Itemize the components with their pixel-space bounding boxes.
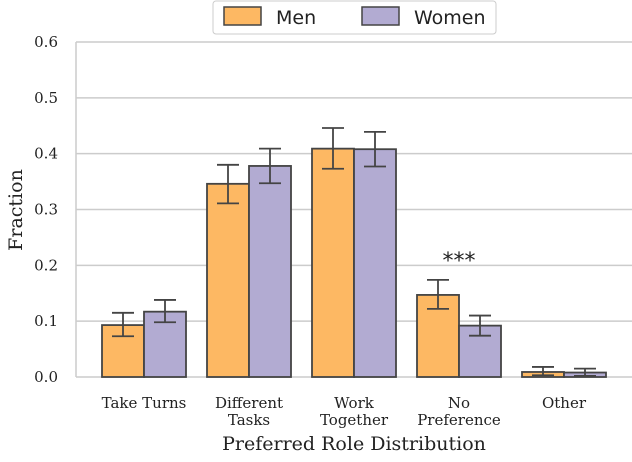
bar-men — [311, 147, 355, 378]
x-tick-label-line: Tasks — [228, 411, 270, 429]
significance-annotation: *** — [443, 249, 476, 274]
y-axis-label: Fraction — [5, 169, 27, 251]
error-bars — [112, 127, 596, 377]
legend-swatch-men — [223, 6, 262, 26]
x-axis-label: Preferred Role Distribution — [222, 433, 486, 455]
bar-women — [248, 165, 292, 378]
y-tick-label: 0.3 — [34, 201, 58, 219]
x-tick-label: Different Tasks — [215, 394, 283, 429]
y-tick-label: 0.2 — [34, 256, 58, 274]
x-tick-label-line: Preference — [417, 411, 501, 429]
bar-women — [353, 148, 397, 378]
y-tick-label: 0.4 — [34, 145, 58, 163]
legend-label-women: Women — [414, 7, 486, 29]
y-tick-label: 0.1 — [34, 312, 58, 330]
annotations: *** — [443, 249, 476, 274]
legend-label-men: Men — [276, 7, 316, 29]
x-tick-label-line: No — [448, 394, 470, 412]
x-tick-label: Take Turns — [102, 394, 187, 412]
legend-swatch-women — [361, 6, 400, 26]
x-tick-label-line: Different — [215, 394, 283, 412]
bars — [101, 147, 607, 378]
x-tick-label-line: Work — [334, 394, 375, 412]
x-tick-label-line: Take Turns — [102, 394, 187, 412]
legend-frame — [212, 0, 497, 35]
legend: Men Women — [212, 0, 497, 35]
x-tick-label: No Preference — [417, 394, 501, 429]
x-tick-label: Work Together — [320, 394, 389, 429]
x-tick-label-line: Together — [320, 411, 389, 429]
bar-men — [206, 182, 250, 378]
axes: 0.0 0.1 0.2 0.3 0.4 0.5 0.6 Take Turns Different… — [34, 33, 587, 429]
x-tick-label: Other — [542, 394, 587, 412]
x-tick-label-line: Other — [542, 394, 587, 412]
y-tick-label: 0.0 — [34, 368, 58, 386]
y-tick-label: 0.6 — [34, 33, 58, 51]
y-tick-label: 0.5 — [34, 89, 58, 107]
